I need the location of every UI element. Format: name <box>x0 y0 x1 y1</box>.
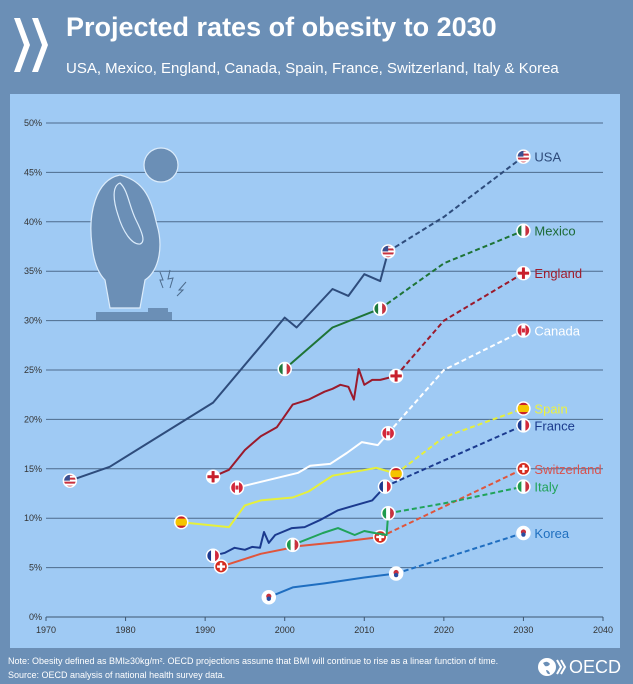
series-label: Canada <box>534 323 580 338</box>
plot-background <box>10 94 620 648</box>
usa-flag-icon <box>516 149 531 164</box>
y-tick-label: 30% <box>24 316 42 326</box>
korea-flag-icon <box>388 566 404 581</box>
historical-line <box>181 466 397 529</box>
spain-flag-icon <box>516 401 531 416</box>
canada-flag-icon <box>380 425 396 441</box>
page-subtitle: USA, Mexico, England, Canada, Spain, Fra… <box>66 60 559 77</box>
historical-line <box>268 572 397 599</box>
france-flag-icon <box>516 418 531 433</box>
x-tick-label: 1990 <box>195 625 215 635</box>
obese-person-icon <box>90 147 187 320</box>
switzerland-flag-icon <box>213 559 229 574</box>
series-england: England <box>205 265 582 484</box>
series-korea: Korea <box>261 525 570 605</box>
y-tick-label: 25% <box>24 365 42 375</box>
oecd-logo: OECD <box>537 656 621 678</box>
y-tick-label: 5% <box>29 563 42 573</box>
footer-note: Note: Obesity defined as BMI≥30kg/m². OE… <box>8 656 499 666</box>
historical-line <box>284 307 381 370</box>
projection-line <box>379 467 524 538</box>
projection-line <box>379 229 524 310</box>
italy-flag-icon <box>516 479 531 494</box>
historical-line <box>236 432 389 489</box>
canada-flag-icon <box>516 323 531 338</box>
series-label: Spain <box>534 402 567 417</box>
historical-line <box>69 251 390 482</box>
x-tick-label: 2040 <box>593 625 613 635</box>
france-flag-icon <box>205 548 221 563</box>
x-tick-label: 2000 <box>275 625 295 635</box>
footer-notes: Note: Obesity defined as BMI≥30kg/m². OE… <box>8 654 498 682</box>
mexico-flag-icon <box>277 361 292 377</box>
series-usa: USA <box>62 149 561 488</box>
projection-line <box>387 329 524 434</box>
series-label: England <box>534 266 582 281</box>
historical-line <box>212 368 397 478</box>
historical-line <box>212 485 386 557</box>
series-label: USA <box>534 150 561 165</box>
oecd-logo-text: OECD <box>568 656 621 677</box>
series-label: France <box>534 418 574 433</box>
france-flag-icon <box>377 479 393 494</box>
italy-flag-icon <box>285 537 300 553</box>
switzerland-flag-icon <box>516 461 531 477</box>
england-flag-icon <box>516 265 531 281</box>
projection-line <box>388 485 524 515</box>
series-italy: Italy <box>285 479 559 553</box>
series-canada: Canada <box>229 323 581 495</box>
usa-flag-icon <box>62 473 78 488</box>
mexico-flag-icon <box>516 223 531 238</box>
x-tick-label: 2020 <box>434 625 454 635</box>
series-label: Korea <box>534 526 569 541</box>
y-tick-label: 45% <box>24 167 42 177</box>
y-tick-label: 15% <box>24 464 42 474</box>
projection-line <box>395 532 524 575</box>
y-tick-label: 0% <box>29 612 42 622</box>
y-tick-label: 50% <box>24 118 42 128</box>
italy-flag-icon <box>380 506 396 521</box>
spain-flag-icon <box>174 514 189 530</box>
switzerland-flag-icon <box>372 529 388 545</box>
oecd-chevron-logo <box>14 18 48 72</box>
usa-flag-icon <box>380 244 396 259</box>
mexico-flag-icon <box>372 301 388 316</box>
series-france: France <box>205 418 575 563</box>
historical-line <box>292 513 390 546</box>
spain-flag-icon <box>388 466 404 481</box>
projection-line <box>395 272 524 377</box>
projection-line <box>384 424 524 488</box>
x-tick-label: 1980 <box>116 625 136 635</box>
series-switzerland: Switzerland <box>213 461 602 574</box>
projection-line <box>387 155 525 253</box>
historical-line <box>220 536 381 568</box>
england-flag-icon <box>388 368 404 384</box>
x-tick-label: 2010 <box>354 625 374 635</box>
canada-flag-icon <box>229 480 245 495</box>
series-label: Switzerland <box>534 462 601 477</box>
england-flag-icon <box>205 469 221 484</box>
y-tick-label: 20% <box>24 414 42 424</box>
projection-line <box>395 407 524 475</box>
series-label: Mexico <box>534 224 575 239</box>
y-tick-label: 35% <box>24 266 42 276</box>
series-mexico: Mexico <box>277 223 576 377</box>
globe-icon <box>537 658 567 676</box>
y-tick-label: 40% <box>24 217 42 227</box>
korea-flag-icon <box>261 589 277 605</box>
x-tick-label: 1970 <box>36 625 56 635</box>
series-label: Italy <box>534 480 558 495</box>
x-tick-label: 2030 <box>513 625 533 635</box>
korea-flag-icon <box>516 525 531 541</box>
y-tick-label: 10% <box>24 513 42 523</box>
page-title: Projected rates of obesity to 2030 <box>66 12 497 42</box>
footer-source: Source: OECD analysis of national health… <box>8 670 226 680</box>
series-spain: Spain <box>174 401 568 530</box>
